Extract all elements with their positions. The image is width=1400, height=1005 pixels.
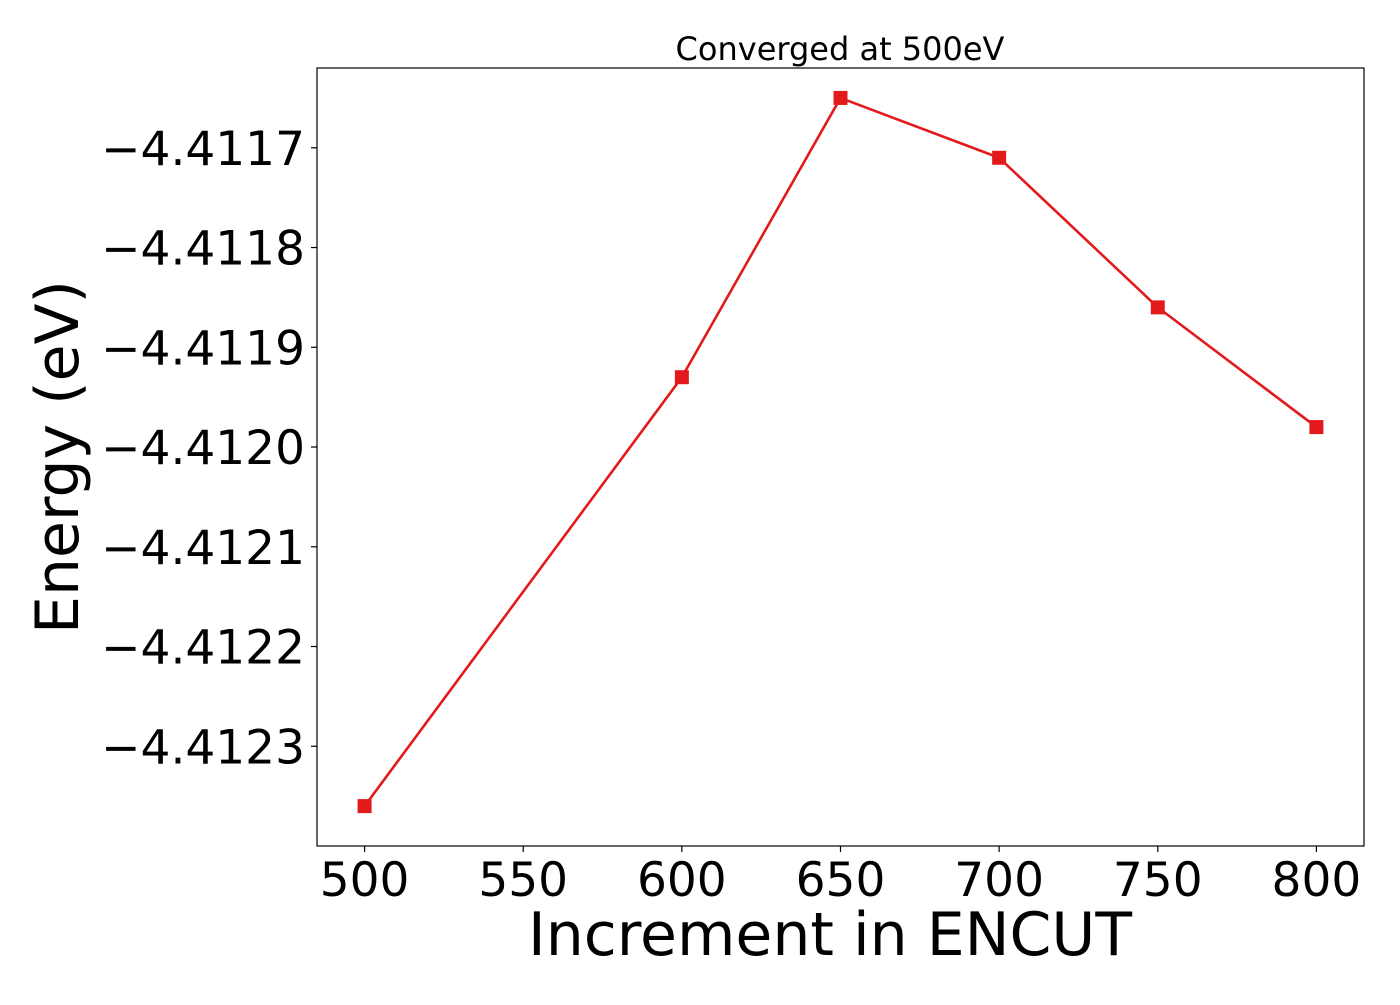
y-tick-label: −4.4120	[101, 421, 305, 476]
data-point-marker	[1150, 300, 1165, 315]
x-tick-label: 700	[954, 853, 1044, 908]
series-line	[363, 96, 1318, 807]
y-tick-label: −4.4118	[101, 222, 305, 277]
x-tick-label: 500	[320, 853, 410, 908]
x-axis-label: Increment in ENCUT	[528, 900, 1132, 970]
x-tick-label: 600	[637, 853, 727, 908]
y-tick-label: −4.4119	[101, 321, 305, 376]
data-point-marker	[833, 90, 848, 105]
y-axis-label: Energy (eV)	[23, 280, 93, 634]
y-tick-label: −4.4121	[101, 521, 305, 576]
x-tick-label: 550	[478, 853, 568, 908]
data-point-marker	[357, 799, 372, 814]
chart-title: Converged at 500eV	[676, 30, 1005, 68]
x-tick-label: 750	[1113, 853, 1203, 908]
x-tick-label: 800	[1272, 853, 1362, 908]
data-point-marker	[992, 150, 1007, 165]
y-tick-label: −4.4117	[101, 122, 305, 177]
data-point-marker	[1309, 420, 1324, 435]
plot-area-frame	[316, 67, 1365, 847]
series-layer	[357, 90, 1324, 814]
x-tick-label: 650	[796, 853, 886, 908]
axis-ticks: 500 550 600 650 700 750 800 −4.4117 −4.4118 −4.41…	[101, 122, 1361, 908]
y-tick-label: −4.4122	[101, 621, 305, 676]
y-tick-label: −4.4123	[101, 720, 305, 775]
data-point-marker	[674, 370, 689, 385]
